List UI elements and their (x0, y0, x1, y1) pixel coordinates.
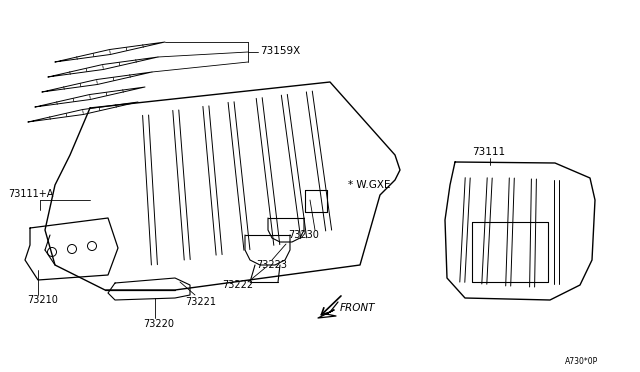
Text: * W.GXE: * W.GXE (348, 180, 390, 190)
Text: 73223: 73223 (256, 260, 287, 270)
Text: 73159X: 73159X (260, 46, 300, 56)
Text: 73220: 73220 (143, 319, 174, 329)
Text: 73111: 73111 (472, 147, 505, 157)
Text: 73222: 73222 (222, 280, 253, 290)
Text: FRONT: FRONT (340, 303, 376, 313)
Text: 73221: 73221 (185, 297, 216, 307)
Text: 73111+A: 73111+A (8, 189, 53, 199)
Text: A730*0P: A730*0P (565, 357, 598, 366)
Text: 73210: 73210 (27, 295, 58, 305)
Text: 73230: 73230 (288, 230, 319, 240)
